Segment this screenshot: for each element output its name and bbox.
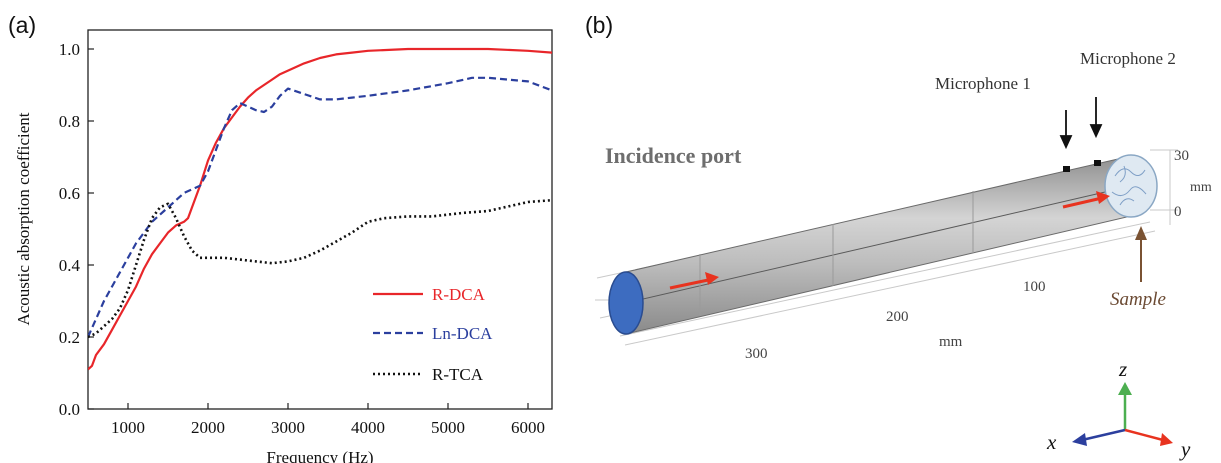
height-unit-label: mm (1190, 180, 1212, 195)
y-tick-label: 0.2 (59, 328, 80, 347)
legend-label-r-dca: R-DCA (432, 285, 486, 304)
arrow-icon (1096, 191, 1110, 204)
legend-label-r-tca: R-TCA (432, 365, 484, 384)
microphone-2-marker (1094, 160, 1101, 166)
plot-frame (87, 29, 553, 410)
height-tick-30: 30 (1174, 148, 1189, 164)
x-tick-label: 6000 (511, 418, 545, 437)
microphone-1-marker (1063, 166, 1070, 172)
panel-b-label: (b) (585, 12, 613, 38)
y-tick-group: 0.0 0.2 0.4 0.6 0.8 1.0 (59, 40, 94, 419)
coordinate-axes: z x y (1046, 357, 1191, 461)
series-line-r-dca (88, 47, 552, 371)
y-tick-label: 0.6 (59, 184, 80, 203)
x-axis-arrow-icon (1072, 433, 1087, 446)
length-unit-label: mm (939, 334, 963, 350)
tube-segment-marks (699, 191, 974, 316)
z-axis-label: z (1118, 357, 1127, 381)
arrow-icon (705, 272, 719, 285)
x-tick-label: 2000 (191, 418, 225, 437)
x-tick-label: 5000 (431, 418, 465, 437)
y-axis-arrow-icon (1160, 433, 1173, 446)
x-tick-label: 1000 (111, 418, 145, 437)
legend: R-DCA Ln-DCA R-TCA (373, 285, 493, 384)
x-axis-label: Frequency (Hz) (266, 448, 373, 463)
panel-a-label: (a) (8, 12, 36, 38)
incidence-port-cap (608, 271, 644, 335)
y-axis-label: Acoustic absorption coefficient (14, 112, 33, 325)
series-line-r-tca (88, 198, 552, 339)
tube-diagram: Microphone 1 Microphone 2 Incidence port… (595, 49, 1212, 461)
x-tick-label: 3000 (271, 418, 305, 437)
legend-label-ln-dca: Ln-DCA (432, 324, 493, 343)
series-group (88, 47, 552, 371)
z-axis-arrow-icon (1118, 382, 1132, 395)
x-axis-coordinate-label: x (1046, 430, 1057, 454)
sample-disc (1104, 154, 1158, 218)
x-tick-group: 1000 2000 3000 4000 5000 6000 (111, 403, 545, 437)
y-tick-label: 1.0 (59, 40, 80, 59)
incidence-port-label: Incidence port (605, 143, 742, 168)
length-tick-200: 200 (886, 309, 909, 325)
length-tick-100: 100 (1023, 279, 1046, 295)
sample-arrow (1135, 226, 1147, 282)
length-tick-300: 300 (745, 346, 768, 362)
series-line-ln-dca (88, 76, 552, 338)
y-tick-label: 0.8 (59, 112, 80, 131)
x-tick-label: 4000 (351, 418, 385, 437)
y-tick-label: 0.0 (59, 400, 80, 419)
height-tick-0: 0 (1174, 204, 1182, 220)
y-tick-label: 0.4 (59, 256, 81, 275)
y-axis-coordinate-label: y (1179, 437, 1191, 461)
microphone-1-label: Microphone 1 (935, 74, 1031, 93)
sample-label: Sample (1110, 289, 1166, 310)
microphone-arrows (1059, 97, 1103, 150)
microphone-2-label: Microphone 2 (1080, 49, 1176, 68)
absorption-chart: 1000 2000 3000 4000 5000 6000 0.0 0.2 0.4 0.6 0.8… (14, 29, 553, 463)
wave-arrows (669, 191, 1110, 290)
tube-centerline (625, 185, 1132, 304)
